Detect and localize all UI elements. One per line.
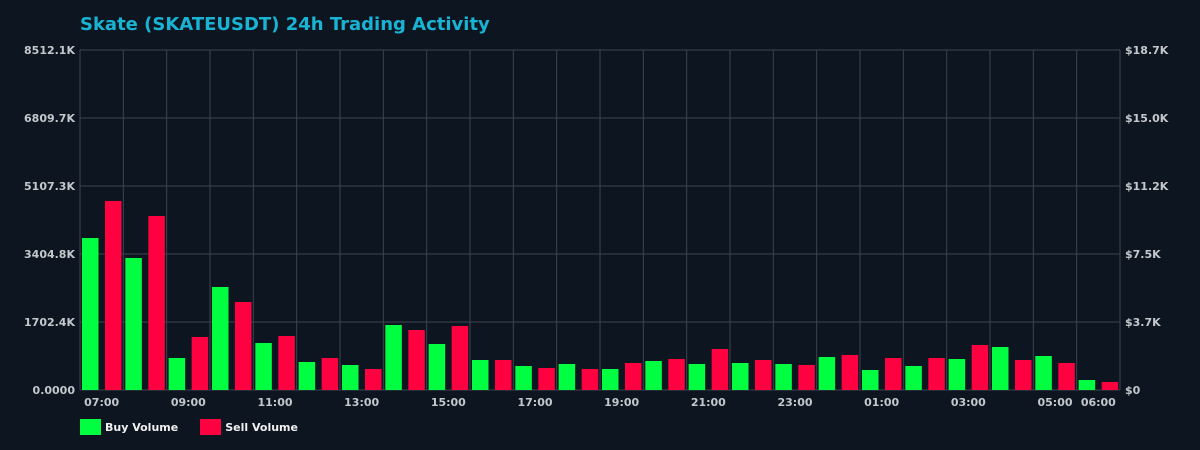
sell-volume-bar[interactable] [1058, 362, 1075, 390]
x-tick-label: 17:00 [517, 396, 552, 409]
sell-swatch-icon [200, 419, 222, 435]
x-tick-label: 01:00 [864, 396, 899, 409]
y-tick-label-right: $7.5K [1125, 248, 1161, 261]
buy-volume-bar[interactable] [948, 359, 966, 390]
legend-label-sell: Sell Volume [225, 420, 298, 434]
y-tick-label-left: 1702.4K [24, 316, 75, 329]
sell-volume-bar[interactable] [321, 358, 339, 390]
sell-volume-bar[interactable] [538, 367, 555, 390]
buy-volume-bar[interactable] [168, 358, 186, 390]
x-tick-label: 13:00 [344, 396, 379, 409]
buy-volume-bar[interactable] [255, 342, 272, 390]
x-tick-label: 21:00 [691, 396, 726, 409]
buy-volume-bar[interactable] [212, 286, 229, 390]
y-tick-label-right: $11.2K [1125, 180, 1169, 193]
buy-volume-bar[interactable] [558, 363, 576, 390]
buy-volume-bar[interactable] [818, 357, 836, 390]
buy-volume-bar[interactable] [732, 362, 749, 390]
buy-volume-bar[interactable] [862, 369, 879, 390]
x-tick-label: 07:00 [84, 396, 119, 409]
x-tick-label: 23:00 [777, 396, 812, 409]
x-tick-label: 05:00 [1037, 396, 1072, 409]
y-axis-left: 0.0000 1702.4K 3404.8K 5107.3K 6809.7K 8512.1… [24, 44, 75, 397]
y-tick-label-right: $18.7K [1125, 44, 1169, 57]
x-axis: 07:00 09:00 11:00 13:00 15:00 17:00 19:00 21:00… [84, 396, 1116, 409]
buy-volume-bar[interactable] [1035, 356, 1052, 390]
x-tick-label: 19:00 [604, 396, 639, 409]
y-tick-label-left: 6809.7K [24, 112, 75, 125]
legend-item-buy[interactable]: Buy Volume [80, 419, 178, 435]
sell-volume-bar[interactable] [971, 344, 989, 390]
sell-volume-bar[interactable] [625, 362, 642, 390]
buy-volume-bar[interactable] [385, 325, 402, 390]
buy-swatch-icon [80, 419, 101, 435]
buy-volume-bar[interactable] [472, 360, 489, 390]
buy-volume-bar[interactable] [428, 343, 446, 390]
sell-volume-bar[interactable] [105, 200, 122, 390]
sell-volume-bar[interactable] [581, 368, 599, 390]
sell-volume-bar[interactable] [798, 364, 815, 390]
buy-volume-bar[interactable] [602, 368, 619, 390]
y-axis-right: $0 $3.7K $7.5K $11.2K $15.0K $18.7K [1125, 44, 1169, 397]
sell-volume-bar[interactable] [928, 358, 945, 390]
sell-volume-bar[interactable] [278, 335, 295, 390]
buy-volume-bar[interactable] [82, 238, 99, 390]
y-tick-label-left: 8512.1K [24, 44, 75, 57]
sell-volume-bar[interactable] [668, 359, 685, 390]
x-tick-label: 09:00 [171, 396, 206, 409]
sell-volume-bar[interactable] [1015, 360, 1032, 390]
y-tick-label-right: $3.7K [1125, 316, 1161, 329]
y-tick-label-right: $0 [1125, 384, 1141, 397]
chart-title: Skate (SKATEUSDT) 24h Trading Activity [80, 14, 490, 35]
grid-lines [79, 49, 1121, 391]
sell-volume-bar[interactable] [1101, 382, 1119, 390]
buy-volume-bar[interactable] [298, 361, 316, 390]
buy-volume-bar[interactable] [775, 363, 792, 390]
x-tick-label: 15:00 [431, 396, 466, 409]
x-tick-label: 03:00 [951, 396, 986, 409]
sell-volume-bar[interactable] [191, 336, 209, 390]
x-tick-label: 06:00 [1081, 396, 1116, 409]
sell-volume-bar[interactable] [408, 330, 425, 390]
buy-volume-bar[interactable] [688, 363, 706, 390]
sell-volume-bar[interactable] [365, 368, 382, 390]
legend: Buy Volume Sell Volume [80, 419, 320, 435]
buy-volume-bar[interactable] [645, 361, 662, 390]
sell-volume-bar[interactable] [235, 302, 252, 390]
legend-item-sell[interactable]: Sell Volume [200, 419, 298, 435]
x-tick-label: 11:00 [257, 396, 292, 409]
sell-volume-bar[interactable] [711, 349, 729, 390]
y-tick-label-left: 0.0000 [33, 384, 76, 397]
sell-volume-bar[interactable] [451, 326, 469, 390]
bar-series [82, 200, 1119, 390]
sell-volume-bar[interactable] [755, 360, 772, 390]
buy-volume-bar[interactable] [1078, 380, 1096, 390]
sell-volume-bar[interactable] [148, 216, 165, 390]
y-tick-label-right: $15.0K [1125, 112, 1169, 125]
legend-label-buy: Buy Volume [105, 420, 179, 434]
buy-volume-bar[interactable] [515, 365, 532, 390]
y-tick-label-left: 5107.3K [24, 180, 75, 193]
buy-volume-bar[interactable] [125, 257, 142, 390]
sell-volume-bar[interactable] [495, 360, 512, 390]
y-tick-label-left: 3404.8K [24, 248, 75, 261]
sell-volume-bar[interactable] [885, 358, 902, 390]
buy-volume-bar[interactable] [342, 364, 359, 390]
sell-volume-bar[interactable] [841, 355, 859, 390]
buy-volume-bar[interactable] [992, 346, 1009, 390]
buy-volume-bar[interactable] [905, 365, 922, 390]
